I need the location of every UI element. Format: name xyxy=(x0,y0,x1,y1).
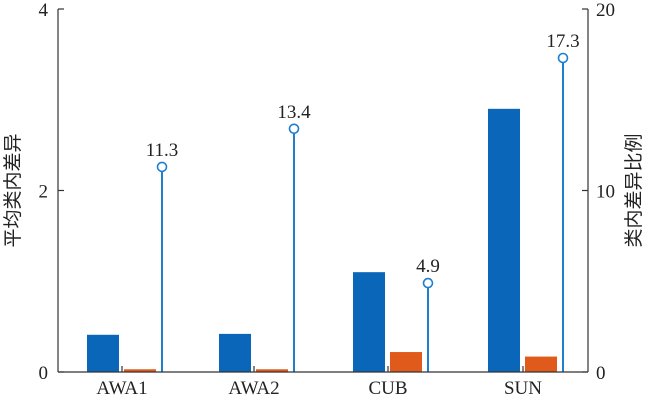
bar-awa2-s1 xyxy=(219,333,251,372)
x-tick-label-cub: CUB xyxy=(368,378,407,399)
bar-cub-s2 xyxy=(390,352,422,372)
data-label-awa2: 13.4 xyxy=(277,102,311,123)
stem-marker-cub xyxy=(422,277,434,289)
bar-sun-s2 xyxy=(525,356,557,372)
left-tick-label: 0 xyxy=(39,363,49,384)
stem-marker-awa2 xyxy=(288,123,300,135)
data-label-cub: 4.9 xyxy=(416,256,440,277)
x-tick-label-awa2: AWA2 xyxy=(228,378,279,399)
x-tick-label-sun: SUN xyxy=(504,378,542,399)
bar-awa1-s2 xyxy=(124,369,156,372)
bar-cub-s1 xyxy=(353,272,385,372)
stems-group xyxy=(156,52,569,372)
data-label-awa1: 11.3 xyxy=(146,140,179,161)
bar-awa2-s2 xyxy=(256,369,288,372)
y2-axis-title: 类内差异比例 xyxy=(623,133,645,247)
x-tick-label-awa1: AWA1 xyxy=(96,378,147,399)
data-label-sun: 17.3 xyxy=(546,31,579,52)
bars-group xyxy=(87,108,557,372)
right-tick-label: 10 xyxy=(596,182,615,203)
right-tick-label: 0 xyxy=(596,363,606,384)
y-axis-title: 平均类内差异 xyxy=(2,133,24,247)
stem-marker-sun xyxy=(557,52,569,64)
bar-sun-s1 xyxy=(488,108,520,372)
right-tick-label: 20 xyxy=(596,0,615,21)
left-tick-label: 2 xyxy=(39,182,49,203)
bar-awa1-s1 xyxy=(87,334,119,372)
left-tick-label: 4 xyxy=(39,0,49,21)
axes-group xyxy=(57,8,589,373)
stem-marker-awa1 xyxy=(156,161,168,173)
